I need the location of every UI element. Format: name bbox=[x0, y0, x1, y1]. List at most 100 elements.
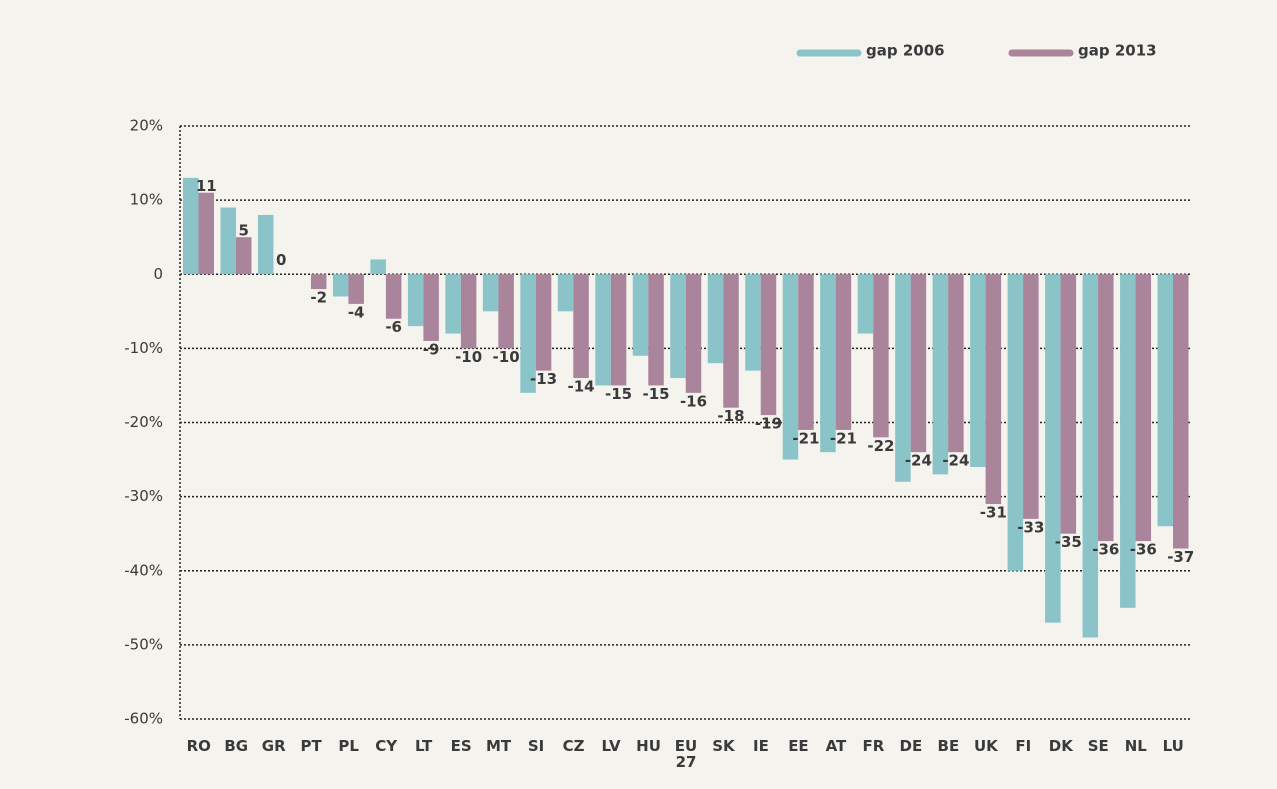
bar bbox=[423, 274, 439, 341]
bar bbox=[798, 274, 814, 430]
bar bbox=[1173, 274, 1189, 549]
bar bbox=[760, 274, 777, 416]
x-tick-label: DK bbox=[1048, 737, 1073, 755]
x-tick-label: FR bbox=[862, 737, 885, 755]
x-tick-label: LV bbox=[601, 737, 621, 755]
data-label: -31 bbox=[980, 504, 1007, 522]
bar bbox=[482, 274, 499, 312]
bar bbox=[970, 274, 986, 467]
bar bbox=[782, 274, 799, 460]
x-tick-label: UK bbox=[973, 737, 998, 755]
data-label: -35 bbox=[1055, 533, 1082, 551]
data-label: -36 bbox=[1130, 541, 1157, 559]
bar bbox=[183, 177, 199, 275]
data-label: -18 bbox=[717, 407, 744, 425]
x-tick-label: BE bbox=[937, 737, 960, 755]
data-label: -24 bbox=[942, 452, 969, 470]
x-tick-label: LT bbox=[414, 737, 433, 755]
bar bbox=[385, 274, 402, 319]
y-tick-label: 10% bbox=[130, 191, 163, 209]
data-label: -15 bbox=[642, 385, 669, 403]
x-tick-label: AT bbox=[825, 737, 847, 755]
data-label: -21 bbox=[830, 429, 857, 447]
data-label: -21 bbox=[792, 429, 819, 447]
data-label: -19 bbox=[755, 415, 782, 433]
legend-label: gap 2013 bbox=[1078, 42, 1157, 60]
bar bbox=[632, 274, 649, 356]
bar bbox=[498, 274, 514, 349]
bar bbox=[1098, 274, 1114, 542]
bar bbox=[723, 274, 739, 408]
y-tick-label: -40% bbox=[124, 561, 163, 579]
bar bbox=[198, 192, 214, 275]
data-label: 5 bbox=[239, 222, 249, 240]
data-label: -6 bbox=[385, 318, 402, 336]
x-tick-label: SI bbox=[527, 737, 545, 755]
data-label: -9 bbox=[423, 340, 440, 358]
data-label: -2 bbox=[310, 289, 327, 307]
data-label: -33 bbox=[1017, 518, 1044, 536]
x-tick-label: NL bbox=[1124, 737, 1147, 755]
bar bbox=[985, 274, 1002, 505]
data-label: -10 bbox=[455, 348, 482, 366]
x-tick-label: LU bbox=[1162, 737, 1184, 755]
bar bbox=[1060, 274, 1077, 534]
data-label: -36 bbox=[1092, 541, 1119, 559]
bar bbox=[220, 207, 236, 275]
bar bbox=[1157, 274, 1174, 527]
x-tick-label: PT bbox=[300, 737, 322, 755]
bar bbox=[520, 274, 536, 393]
data-label: -24 bbox=[905, 452, 932, 470]
x-tick-label: CZ bbox=[562, 737, 585, 755]
bar bbox=[235, 237, 252, 275]
data-label: -4 bbox=[348, 303, 365, 321]
x-tick-label: BG bbox=[224, 737, 249, 755]
y-tick-label: -50% bbox=[124, 635, 163, 653]
bar bbox=[595, 274, 611, 386]
bar bbox=[1135, 274, 1152, 542]
bar bbox=[310, 274, 327, 290]
x-tick-label: EU 27 bbox=[674, 737, 698, 771]
y-tick-label: 20% bbox=[130, 117, 163, 135]
data-label: -22 bbox=[867, 437, 894, 455]
bar bbox=[835, 274, 852, 430]
data-label: -16 bbox=[680, 392, 707, 410]
bar bbox=[370, 259, 386, 275]
bar bbox=[685, 274, 702, 393]
bar bbox=[1007, 274, 1024, 571]
bar bbox=[745, 274, 761, 371]
bar bbox=[1045, 274, 1061, 623]
bar bbox=[445, 274, 461, 334]
x-tick-label: PL bbox=[338, 737, 359, 755]
y-tick-label: -20% bbox=[124, 413, 163, 431]
x-tick-label: EE bbox=[788, 737, 809, 755]
bar bbox=[707, 274, 724, 364]
x-tick-label: CY bbox=[375, 737, 398, 755]
bar bbox=[932, 274, 949, 475]
bar bbox=[948, 274, 964, 453]
bar bbox=[895, 274, 911, 482]
bar bbox=[257, 214, 274, 275]
x-tick-label: SE bbox=[1087, 737, 1109, 755]
y-tick-label: -30% bbox=[124, 487, 163, 505]
data-label: 0 bbox=[276, 251, 286, 269]
x-tick-label: FI bbox=[1015, 737, 1032, 755]
x-tick-label: MT bbox=[485, 737, 512, 755]
x-tick-label: HU bbox=[636, 737, 661, 755]
data-label: -13 bbox=[530, 370, 557, 388]
bar bbox=[407, 274, 424, 327]
data-label: -10 bbox=[493, 348, 520, 366]
bar bbox=[857, 274, 874, 334]
bar bbox=[1120, 274, 1136, 608]
bar bbox=[670, 274, 686, 379]
data-label: 11 bbox=[196, 177, 217, 195]
bar bbox=[1082, 274, 1099, 638]
bar bbox=[557, 274, 574, 312]
y-tick-label: -10% bbox=[124, 339, 163, 357]
bar bbox=[610, 274, 627, 386]
x-tick-label: RO bbox=[186, 737, 211, 755]
bar bbox=[910, 274, 927, 453]
data-label: -37 bbox=[1167, 548, 1194, 566]
